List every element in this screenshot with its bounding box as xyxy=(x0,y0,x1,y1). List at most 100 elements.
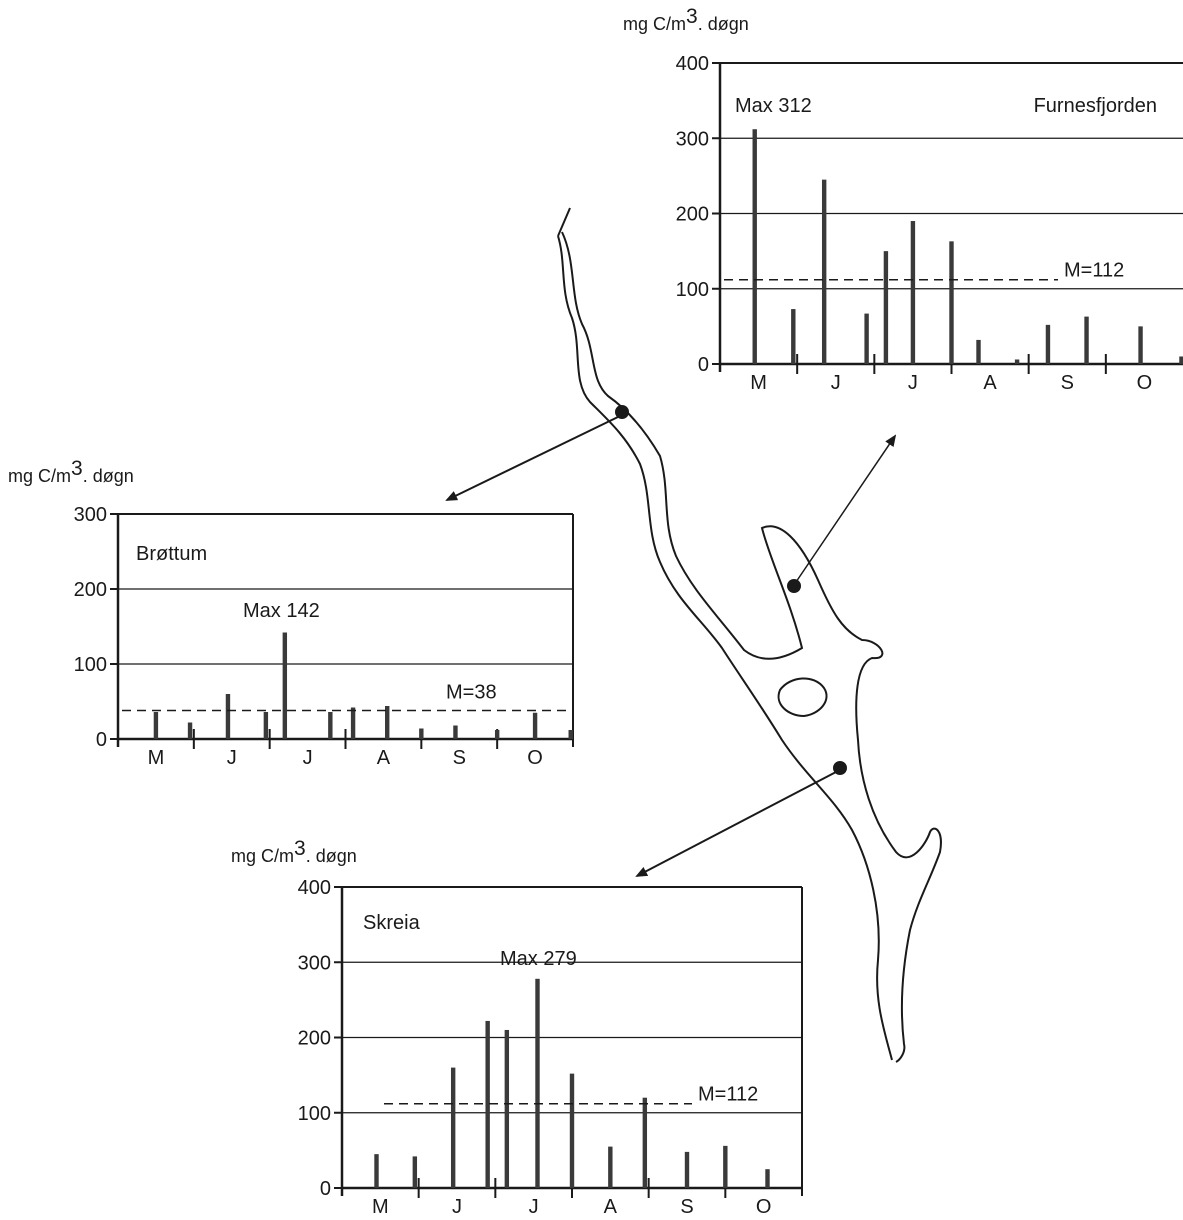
bar xyxy=(569,1073,575,1188)
chart-furnesfjorden: 0 100 200 300 400 M J J A S O M=112 Furnesfjorden Max… xyxy=(623,5,1183,394)
y-tick-label: 100 xyxy=(676,279,709,301)
station-title: Furnesfjorden xyxy=(1034,95,1157,117)
bar xyxy=(568,730,573,739)
month-label: S xyxy=(453,747,466,769)
y-tick-label: 0 xyxy=(96,729,107,751)
bar xyxy=(535,978,540,1188)
bar xyxy=(765,1169,770,1188)
bar xyxy=(949,241,954,364)
arrow-to-furnesfjorden xyxy=(795,434,897,583)
mean-label: M=38 xyxy=(446,682,497,704)
bar xyxy=(153,712,159,739)
bar xyxy=(412,1156,418,1188)
unit-superscript: 3 xyxy=(686,5,698,28)
bar xyxy=(328,712,333,739)
month-label: J xyxy=(831,372,841,394)
unit-suffix: . døgn xyxy=(83,466,134,486)
month-label: M xyxy=(750,372,767,394)
unit-superscript: 3 xyxy=(71,457,83,480)
arrow-to-skreia xyxy=(635,771,837,877)
bar xyxy=(976,339,981,364)
bar xyxy=(723,1145,728,1188)
month-label: J xyxy=(227,747,237,769)
lake-map xyxy=(557,207,942,1063)
y-tick-label: 200 xyxy=(74,579,107,601)
month-label: M xyxy=(372,1196,389,1218)
y-axis-unit-label: mg C/m3. døgn xyxy=(623,5,749,34)
station-dot-skreia xyxy=(833,761,847,775)
bar xyxy=(1084,316,1089,364)
bar xyxy=(1045,324,1051,364)
lake-island xyxy=(777,677,828,718)
bar xyxy=(1179,356,1183,364)
bar xyxy=(532,712,538,739)
arrow-to-brottum xyxy=(445,415,621,501)
month-label: S xyxy=(1061,372,1074,394)
bar xyxy=(684,1151,690,1188)
month-label: J xyxy=(908,372,918,394)
unit-prefix: mg C/m xyxy=(8,466,71,486)
month-label: J xyxy=(529,1196,539,1218)
y-tick-label: 300 xyxy=(676,128,709,150)
y-tick-label: 100 xyxy=(74,654,107,676)
station-title: Skreia xyxy=(363,912,421,934)
bar xyxy=(1014,359,1020,364)
bar xyxy=(864,313,869,364)
y-axis-unit-label: mg C/m3. døgn xyxy=(231,837,357,866)
bar xyxy=(752,129,757,364)
bar xyxy=(485,1020,490,1188)
month-label: J xyxy=(303,747,313,769)
lake-outline-east xyxy=(561,231,942,1063)
bar xyxy=(504,1029,510,1188)
month-label: O xyxy=(527,747,543,769)
month-label: A xyxy=(983,372,997,394)
bar xyxy=(350,707,356,739)
max-label: Max 312 xyxy=(735,95,812,117)
bar xyxy=(1138,326,1143,364)
y-tick-label: 0 xyxy=(320,1178,331,1200)
mean-label: M=112 xyxy=(1064,260,1124,282)
bar xyxy=(494,730,500,739)
unit-prefix: mg C/m xyxy=(231,846,294,866)
station-dot-furnesfjorden xyxy=(787,579,801,593)
y-tick-label: 400 xyxy=(298,877,331,899)
station-title: Brøttum xyxy=(136,543,207,565)
station-dot-brottum xyxy=(615,405,629,419)
bar xyxy=(263,712,269,739)
mean-label: M=112 xyxy=(698,1084,758,1106)
y-tick-label: 100 xyxy=(298,1103,331,1125)
bar xyxy=(453,725,458,739)
chart-skreia: 0 100 200 300 400 M J J A S O M=112 Skreia Max 279 mg … xyxy=(231,837,803,1218)
unit-prefix: mg C/m xyxy=(623,14,686,34)
station-links xyxy=(445,405,897,877)
month-label: O xyxy=(756,1196,772,1218)
lake-outline-west xyxy=(557,235,893,1061)
month-label: S xyxy=(680,1196,693,1218)
month-label: A xyxy=(604,1196,618,1218)
bar xyxy=(419,728,424,739)
bar xyxy=(282,632,288,739)
bar xyxy=(791,309,796,364)
month-label: A xyxy=(377,747,391,769)
unit-suffix: . døgn xyxy=(306,846,357,866)
max-label: Max 142 xyxy=(243,600,320,622)
bar xyxy=(883,251,889,364)
y-tick-label: 200 xyxy=(298,1028,331,1050)
bar xyxy=(642,1097,648,1188)
bar xyxy=(821,179,827,364)
bar xyxy=(450,1067,456,1188)
bar xyxy=(225,694,231,739)
month-label: M xyxy=(148,747,165,769)
bar xyxy=(608,1146,613,1188)
river-inlet xyxy=(557,207,571,237)
y-tick-label: 400 xyxy=(676,53,709,75)
y-axis-unit-label: mg C/m3. døgn xyxy=(8,457,134,486)
month-label: J xyxy=(452,1196,462,1218)
bar xyxy=(385,706,390,739)
unit-suffix: . døgn xyxy=(698,14,749,34)
y-tick-label: 200 xyxy=(676,204,709,226)
y-tick-label: 300 xyxy=(74,504,107,526)
bar xyxy=(187,722,193,739)
max-label: Max 279 xyxy=(500,948,577,970)
